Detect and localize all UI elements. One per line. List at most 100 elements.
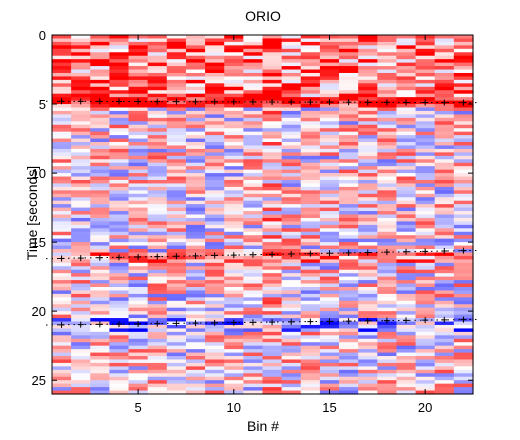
heatmap-cell [434,338,455,343]
heatmap-cell [377,69,398,74]
heatmap-cell [415,76,436,81]
heatmap-cell [71,135,91,140]
heatmap-cell [415,369,436,374]
heatmap-cell [358,214,378,219]
heatmap-cell [453,352,474,357]
heatmap-cell [52,107,72,112]
heatmap-cell [224,369,244,374]
heatmap-cell [262,107,283,112]
heatmap-cell [358,286,378,292]
heatmap-cell [128,124,149,129]
heatmap-cell [319,186,340,191]
heatmap-cell [281,166,302,171]
heatmap-cell [281,148,302,153]
heatmap-cell [281,238,302,243]
heatmap-cell [319,273,340,278]
heatmap-cell [52,211,72,216]
heatmap-cell [147,183,168,188]
heatmap-cell [434,183,455,188]
heatmap-cell [377,45,398,50]
heatmap-cell [319,335,340,340]
heatmap-cell [90,335,111,340]
heatmap-cell [147,221,168,226]
heatmap-cell [90,186,111,191]
heatmap-cell [319,72,340,78]
heatmap-cell [300,331,321,336]
heatmap-cell [319,48,340,53]
heatmap-cell [396,55,417,60]
heatmap-cell [415,179,436,185]
heatmap-cell [243,48,264,53]
heatmap-cell [147,280,168,285]
heatmap-cell [319,190,340,195]
heatmap-cell [109,83,130,88]
heatmap-cell [339,276,359,281]
heatmap-cell [396,135,417,140]
heatmap-cell [224,117,244,122]
heatmap-cell [358,238,378,243]
heatmap-cell [377,83,398,88]
heatmap-cell [415,93,436,98]
heatmap-cell [90,86,111,91]
heatmap-cell [109,273,130,278]
heatmap-cell [71,72,91,78]
heatmap-cell [396,387,417,392]
heatmap-cell [339,293,359,298]
heatmap-cell [52,362,72,367]
heatmap-cell [147,176,168,181]
heatmap-cell [147,373,168,378]
heatmap-cell [319,366,340,371]
heatmap-cell [415,124,436,129]
heatmap-cell [262,228,283,233]
heatmap-cell [90,211,111,216]
heatmap-cell [300,283,321,288]
heatmap-cell [396,97,417,102]
heatmap-cell [434,142,455,147]
heatmap-cell [205,235,225,240]
heatmap-cell [396,38,417,43]
heatmap-cell [415,173,436,178]
heatmap-cell [319,59,340,64]
heatmap-cell [224,217,244,222]
heatmap-cell [377,62,398,67]
heatmap-cell [339,131,359,136]
heatmap-cell [109,352,130,357]
heatmap-cell [281,273,302,278]
heatmap-cell [128,155,149,160]
x-tick-label: 20 [418,400,432,415]
heatmap-cell [319,304,340,309]
heatmap-cell [109,176,130,181]
heatmap-cell [396,238,417,243]
heatmap-cell [109,128,130,133]
heatmap-cell [453,138,474,143]
heatmap-cell [415,280,436,285]
heatmap-cell [415,104,436,109]
heatmap-cell [358,262,378,267]
heatmap-cell [339,162,359,167]
heatmap-cell [205,380,225,385]
heatmap-cell [339,224,359,229]
heatmap-cell [205,86,225,91]
heatmap-cell [396,311,417,316]
heatmap-cell [339,35,359,40]
heatmap-cell [90,117,111,122]
heatmap-cell [90,83,111,88]
heatmap-cell [147,162,168,167]
heatmap-cell [166,124,187,129]
heatmap-cell [71,262,91,267]
heatmap-cell [339,290,359,295]
heatmap-cell [396,352,417,357]
heatmap-cell [90,38,111,43]
heatmap-cell [377,304,398,309]
heatmap-cell [185,380,206,385]
heatmap-cell [415,107,436,112]
heatmap-cell [71,62,91,67]
heatmap-cell [224,76,244,81]
heatmap-cell [358,155,378,160]
heatmap-cell [358,190,378,195]
heatmap-cell [281,169,302,174]
heatmap-cell [71,259,91,264]
heatmap-cell [396,211,417,216]
heatmap-cell [300,190,321,195]
heatmap-cell [147,79,168,84]
